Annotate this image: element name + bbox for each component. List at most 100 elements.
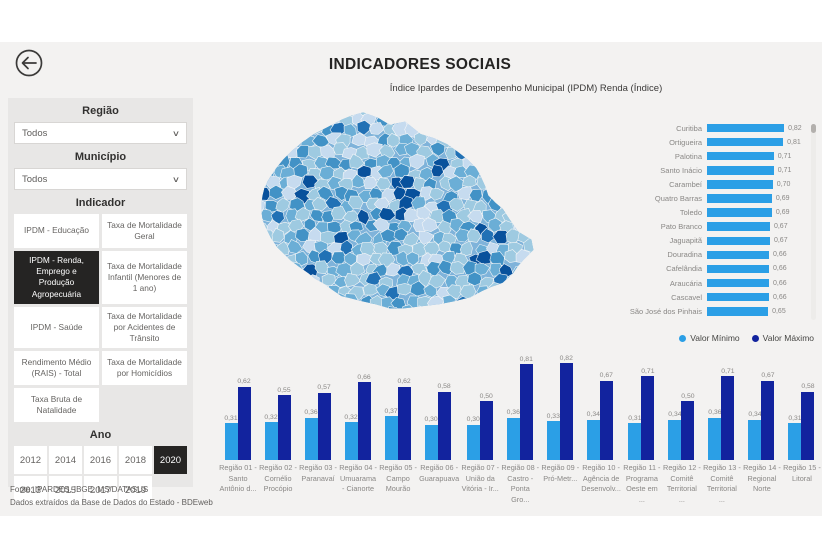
indicator-button[interactable]: Taxa de Mortalidade Infantil (Menores de… <box>102 251 187 304</box>
max-value-bar[interactable] <box>437 391 451 460</box>
ranking-row: Pato Branco 0,67 <box>618 220 816 234</box>
year-button[interactable]: 2016 <box>84 446 117 475</box>
max-value-bar[interactable] <box>761 380 775 460</box>
region-plot: 0,34 0,67 <box>742 356 782 460</box>
value-bar[interactable] <box>707 278 770 288</box>
max-value-bar[interactable] <box>519 364 533 460</box>
max-value-bar[interactable] <box>277 395 291 460</box>
year-button[interactable]: 2017 <box>84 476 117 505</box>
municipality-cell <box>261 153 270 167</box>
year-button[interactable]: 2020 <box>154 446 187 475</box>
value-bar[interactable] <box>707 137 784 147</box>
region-bar-group: 0,36 0,71 Região 13 - Comitê Territorial .… <box>702 356 742 505</box>
max-value-bar[interactable] <box>801 391 815 460</box>
min-value-bar[interactable] <box>506 417 520 460</box>
value-bar[interactable] <box>707 194 772 203</box>
min-value-bar[interactable] <box>424 424 438 460</box>
min-value-bar[interactable] <box>344 422 358 460</box>
municipality-cell <box>261 124 274 139</box>
municipality-dropdown[interactable]: Todos <box>14 168 187 190</box>
bar-value-label: 0,33 <box>546 412 560 420</box>
max-value-bar[interactable] <box>681 401 695 460</box>
parana-choropleth-map[interactable] <box>228 96 568 332</box>
indicator-button[interactable]: Taxa Bruta de Natalidade <box>14 388 99 423</box>
max-value-bar[interactable] <box>479 401 493 460</box>
indicator-button[interactable]: Rendimento Médio (RAIS) - Total <box>14 351 99 386</box>
back-button[interactable] <box>14 48 44 78</box>
max-value-bar[interactable] <box>397 386 411 460</box>
municipality-cell <box>368 112 385 115</box>
min-value-bar[interactable] <box>546 421 560 460</box>
value-bar[interactable] <box>707 264 770 274</box>
max-value-bar[interactable] <box>357 382 371 460</box>
indicator-button[interactable]: IPDM - Renda, Emprego e Produção Agropec… <box>14 251 99 304</box>
min-value-bar[interactable] <box>304 417 318 460</box>
municipality-cell <box>427 309 441 321</box>
value-bar[interactable] <box>707 292 770 302</box>
min-value-bar[interactable] <box>748 419 762 460</box>
max-value-bar[interactable] <box>641 376 655 460</box>
value-bar[interactable] <box>707 208 772 217</box>
year-button[interactable]: 2019 <box>119 476 152 505</box>
value-bar[interactable] <box>707 250 770 260</box>
municipality-cell <box>505 112 520 114</box>
indicator-button[interactable]: IPDM - Saúde <box>14 306 99 349</box>
min-value-bar[interactable] <box>788 423 802 460</box>
municipality-cell <box>266 308 282 309</box>
region-dropdown[interactable]: Todos <box>14 122 187 144</box>
source-note-line2: Dados extraídos da Base de Dados do Esta… <box>10 498 213 507</box>
municipality-cell <box>314 260 330 275</box>
min-value-bar[interactable] <box>668 419 682 460</box>
region-bar-group: 0,30 0,50 Região 07 - União da Vitória - I… <box>460 356 500 505</box>
max-value-bar[interactable] <box>599 380 613 460</box>
municipality-cell <box>530 166 534 181</box>
chart-scrollbar[interactable] <box>811 124 816 320</box>
max-value-bar[interactable] <box>559 363 573 460</box>
max-value-bar[interactable] <box>237 386 251 460</box>
legend-item[interactable]: Valor Mínimo <box>679 333 740 343</box>
bar-value-label: 0,62 <box>237 378 251 386</box>
municipality-cell <box>307 295 323 309</box>
year-button[interactable]: 2018 <box>119 446 152 475</box>
value-bar[interactable] <box>707 222 770 231</box>
min-value-bar[interactable] <box>224 423 238 460</box>
min-value-bar[interactable] <box>708 417 722 460</box>
value-bar[interactable] <box>707 307 769 316</box>
legend-item[interactable]: Valor Máximo <box>751 333 814 343</box>
chart-scrollbar-thumb[interactable] <box>811 124 816 133</box>
max-value-bar[interactable] <box>721 376 735 460</box>
min-value-bar[interactable] <box>586 419 600 460</box>
municipality-cell <box>293 163 309 178</box>
municipality-cell <box>524 136 534 150</box>
region-bar-group: 0,34 0,50 Região 12 - Comitê Territorial .… <box>662 356 702 505</box>
value-bar[interactable] <box>707 151 774 161</box>
indicator-button[interactable]: Taxa de Mortalidade por Acidentes de Trâ… <box>102 306 187 349</box>
year-button[interactable]: 2015 <box>49 476 82 505</box>
municipality-dropdown-value: Todos <box>22 173 48 185</box>
indicator-button[interactable]: Taxa de Mortalidade Geral <box>102 214 187 248</box>
bar-value-label: 0,62 <box>397 378 411 386</box>
min-value-bar[interactable] <box>384 416 398 460</box>
municipality-cell <box>261 243 270 255</box>
value-bar[interactable] <box>707 123 785 133</box>
year-button[interactable]: 2013 <box>14 476 47 505</box>
value-bar[interactable] <box>707 236 770 246</box>
region-bar-group: 0,34 0,67 Região 10 - Agência de Desenvolv… <box>580 356 622 505</box>
year-button[interactable]: 2012 <box>14 446 47 475</box>
min-value-bar[interactable] <box>466 424 480 460</box>
indicator-button[interactable]: IPDM - Educação <box>14 214 99 248</box>
municipality-cell <box>265 280 281 296</box>
value-bar[interactable] <box>707 180 773 189</box>
municipality-cell <box>503 120 521 138</box>
min-value-bar[interactable] <box>264 422 278 460</box>
value-bar[interactable] <box>707 166 774 175</box>
min-value-bar[interactable] <box>628 423 642 460</box>
municipality-cell <box>408 153 425 170</box>
ranking-row: Curitiba 0,82 <box>618 121 816 135</box>
municipality-label: Curitiba <box>676 123 702 133</box>
max-value-bar[interactable] <box>317 392 331 460</box>
indicator-button[interactable]: Taxa de Mortalidade por Homicídios <box>102 351 187 386</box>
year-button[interactable]: 2014 <box>49 446 82 475</box>
municipality-cell <box>476 302 490 309</box>
region-dropdown-value: Todos <box>22 127 48 139</box>
